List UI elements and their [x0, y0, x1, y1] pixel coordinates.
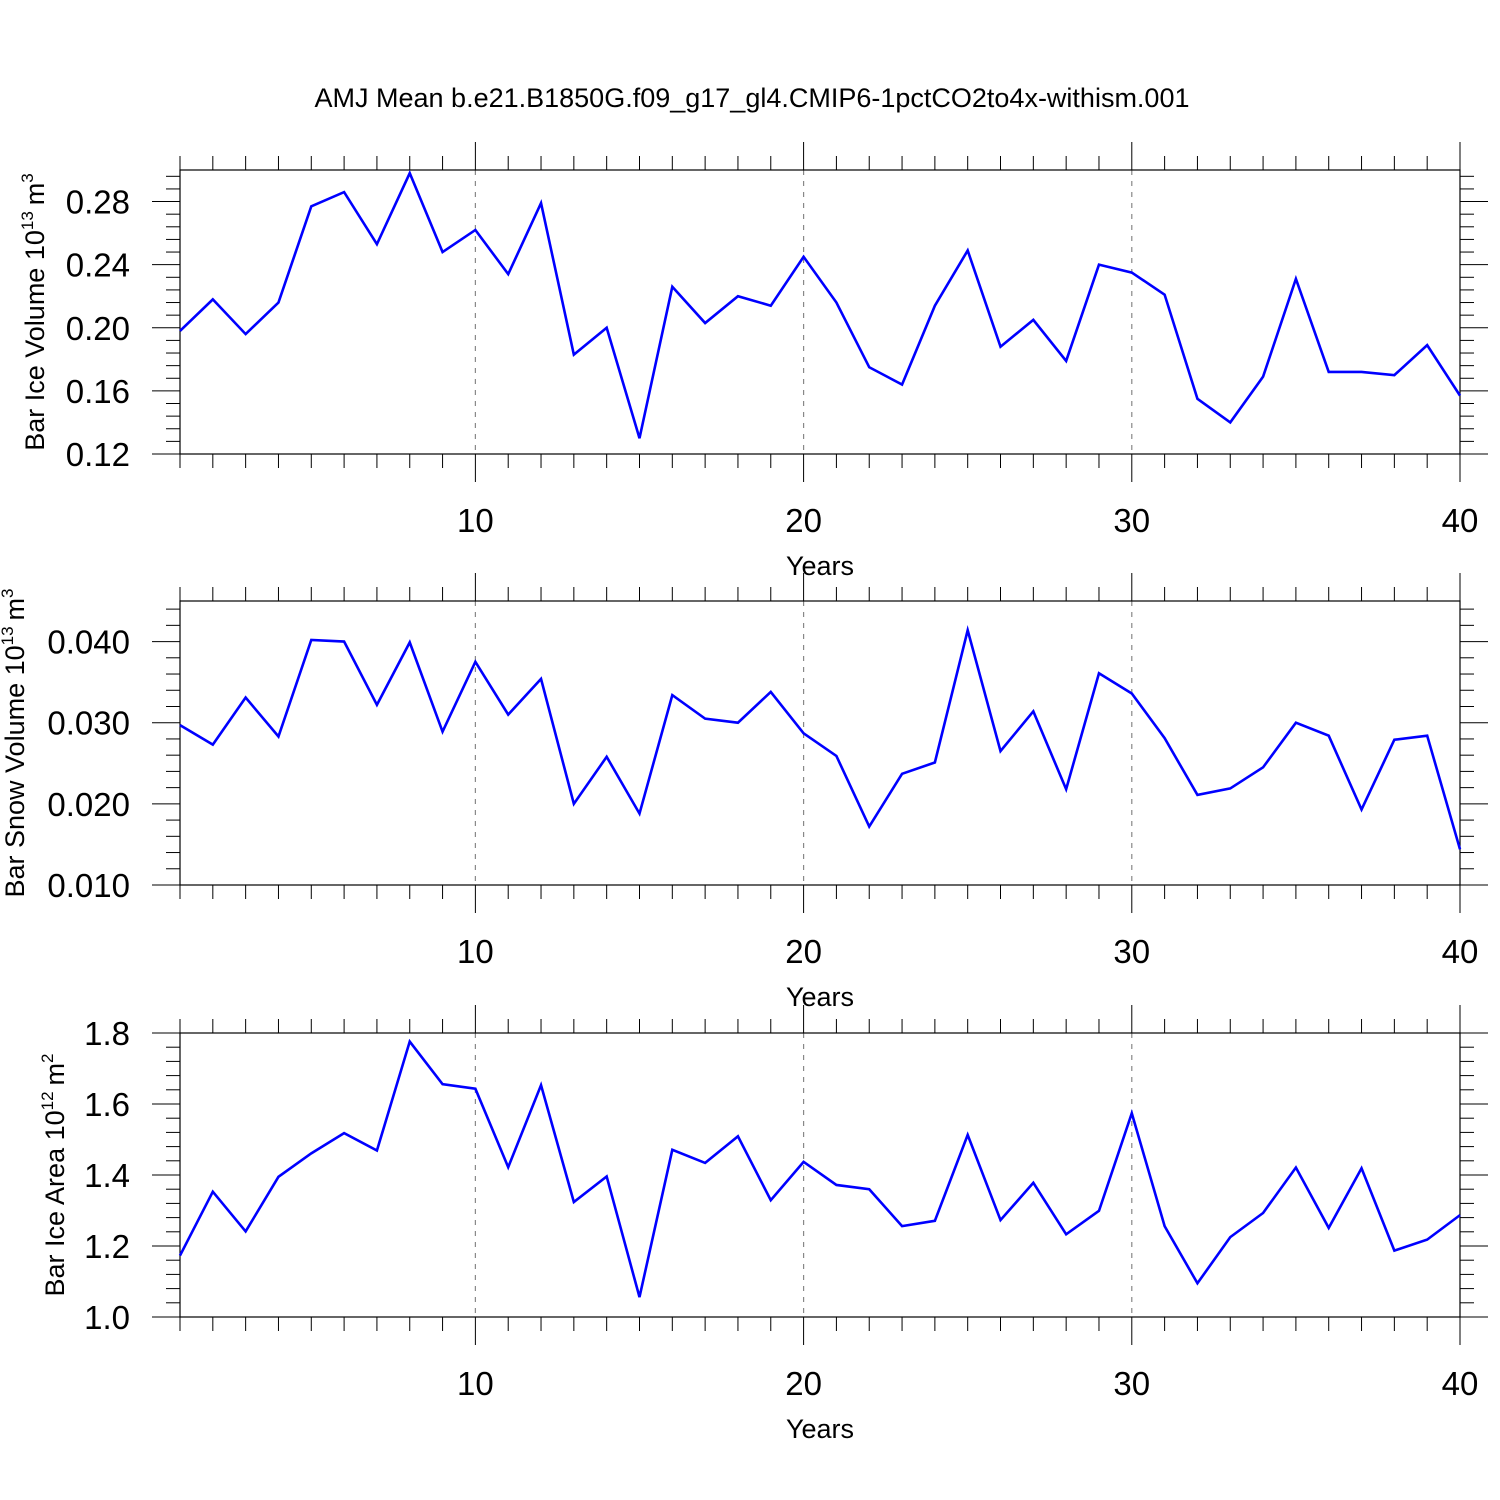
x-tick-label: 10	[457, 933, 494, 970]
y-tick-label: 0.24	[66, 247, 130, 284]
y-axis-label: Bar Ice Volume 1013 m3	[18, 173, 50, 451]
x-axis-label: Years	[786, 1414, 854, 1444]
x-axis-label: Years	[786, 982, 854, 1012]
plot-frame	[179, 600, 1461, 886]
y-tick-label: 0.12	[66, 436, 130, 473]
panel-1: 10 20 30 40 0.12 0.16 0.20 0.24 0.28 Years Bar Ice…	[18, 142, 1488, 581]
x-tick-label: 10	[457, 1365, 494, 1402]
x-axis-label: Years	[786, 551, 854, 581]
y-tick-label: 1.8	[84, 1015, 130, 1052]
chart-title: AMJ Mean b.e21.B1850G.f09_g17_gl4.CMIP6-…	[315, 83, 1190, 113]
x-tick-label: 40	[1442, 502, 1479, 539]
y-tick-label: 0.28	[66, 184, 130, 221]
x-tick-label: 10	[457, 502, 494, 539]
panel-2: 10 20 30 40 0.010 0.020 0.030 0.040 Years Bar Sno…	[0, 573, 1488, 1012]
y-tick-label: 0.030	[47, 705, 130, 742]
y-tick-label: 1.0	[84, 1299, 130, 1336]
y-tick-label: 0.20	[66, 310, 130, 347]
series-line	[179, 169, 1462, 439]
y-axis-label-exponent: 13	[18, 211, 37, 230]
y-axis-label-text: Bar Ice Volume 10	[20, 230, 50, 451]
y-tick-label: 0.040	[47, 624, 130, 661]
series-line	[179, 625, 1462, 850]
y-axis-label-exponent: 12	[38, 1091, 57, 1110]
x-tick-label: 30	[1113, 1365, 1150, 1402]
y-axis-label-text: Bar Ice Area 10	[40, 1110, 70, 1296]
x-tick-label: 40	[1442, 933, 1479, 970]
x-tick-label: 20	[785, 1365, 822, 1402]
y-tick-label: 1.2	[84, 1228, 130, 1265]
x-tick-label: 30	[1113, 933, 1150, 970]
x-tick-label: 30	[1113, 502, 1150, 539]
y-axis-label-unit: m	[40, 1063, 70, 1086]
panels: 10 20 30 40 0.12 0.16 0.20 0.24 0.28 Years Bar Ice…	[0, 142, 1488, 1444]
x-tick-label: 20	[785, 502, 822, 539]
x-tick-label: 40	[1442, 1365, 1479, 1402]
y-axis-label: Bar Ice Area 1012 m2	[38, 1053, 70, 1296]
series-line	[178, 1038, 1461, 1298]
y-axis-label-unit-exponent: 2	[38, 1053, 57, 1062]
y-axis-label-text: Bar Snow Volume 10	[0, 645, 30, 897]
y-tick-label: 0.020	[47, 786, 130, 823]
y-axis-label-unit: m	[0, 598, 30, 621]
y-tick-label: 1.4	[84, 1157, 130, 1194]
y-axis-label-unit-exponent: 3	[0, 588, 17, 597]
plot-frame	[179, 1032, 1461, 1318]
y-tick-label: 0.16	[66, 373, 130, 410]
y-axis-label-unit: m	[20, 183, 50, 206]
x-tick-label: 20	[785, 933, 822, 970]
y-tick-label: 0.010	[47, 867, 130, 904]
plot-frame	[179, 169, 1461, 455]
y-axis-label: Bar Snow Volume 1013 m3	[0, 588, 30, 897]
y-tick-label: 1.6	[84, 1086, 130, 1123]
panel-3: 10 20 30 40 1.0 1.2 1.4 1.6 1.8 Years Bar Ice Area…	[38, 1005, 1488, 1444]
y-axis-label-exponent: 13	[0, 626, 17, 645]
y-axis-label-unit-exponent: 3	[18, 173, 37, 182]
